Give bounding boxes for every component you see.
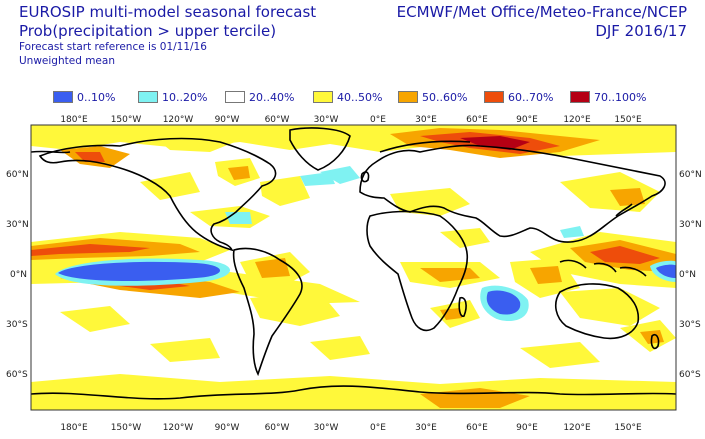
lat-label: 60°S <box>6 370 28 380</box>
centres-text: ECMWF/Met Office/Meteo-France/NCEP <box>396 3 687 21</box>
legend-label: 40..50% <box>337 90 383 104</box>
lon-label: 150°E <box>614 115 642 125</box>
lon-label: 0°E <box>370 423 386 433</box>
title-line-1: EUROSIP multi-model seasonal forecast <box>19 3 317 21</box>
lon-label: 60°E <box>466 423 488 433</box>
legend-label: 70..100% <box>594 90 647 104</box>
lon-label: 180°E <box>60 423 88 433</box>
lat-label: 60°N <box>679 170 702 180</box>
lon-label: 180°E <box>60 115 88 125</box>
probability-shading <box>31 125 676 410</box>
lon-label: 120°E <box>563 423 591 433</box>
precipitation-map: 180°E 150°W 120°W 90°W 60°W 30°W 0°E 30°… <box>6 115 702 433</box>
legend-swatch-60-70 <box>484 91 504 103</box>
legend-item: 60..70% <box>484 89 553 105</box>
legend-label: 20..40% <box>249 90 295 104</box>
lon-label: 60°W <box>265 423 290 433</box>
legend-swatch-20-40 <box>225 91 245 103</box>
lon-label: 90°E <box>516 423 538 433</box>
lon-label: 120°W <box>163 423 194 433</box>
legend-label: 10..20% <box>162 90 208 104</box>
legend-item: 70..100% <box>570 89 646 105</box>
legend-item: 40..50% <box>313 89 382 105</box>
season-text: DJF 2016/17 <box>595 22 687 40</box>
forecast-start-text: Forecast start reference is 01/11/16 <box>19 41 207 53</box>
legend-item: 20..40% <box>225 89 294 105</box>
lat-label: 30°S <box>679 320 701 330</box>
lon-label: 150°W <box>111 115 142 125</box>
legend-item: 0..10% <box>53 89 115 105</box>
lon-label: 120°W <box>163 115 194 125</box>
lat-label: 30°S <box>6 320 28 330</box>
lon-label: 90°W <box>215 115 240 125</box>
legend-swatch-40-50 <box>313 91 333 103</box>
lon-label: 30°W <box>314 115 339 125</box>
lon-label: 120°E <box>563 115 591 125</box>
lat-label: 30°N <box>6 220 29 230</box>
legend-label: 0..10% <box>77 90 116 104</box>
right-lat-labels: 60°N 30°N 0°N 30°S 60°S <box>679 170 702 380</box>
lat-label: 60°S <box>679 370 701 380</box>
legend-swatch-70-100 <box>570 91 590 103</box>
legend-item: 10..20% <box>138 89 207 105</box>
lon-label: 30°E <box>415 115 437 125</box>
legend: 0..10% 10..20% 20..40% 40..50% 50..60% 6… <box>0 89 705 105</box>
bottom-lon-labels: 180°E 150°W 120°W 90°W 60°W 30°W 0°E 30°… <box>60 423 642 433</box>
lon-label: 60°W <box>265 115 290 125</box>
left-lat-labels: 60°N 30°N 0°N 30°S 60°S <box>6 170 29 380</box>
legend-label: 50..60% <box>422 90 468 104</box>
map-border <box>30 124 677 411</box>
lon-label: 60°E <box>466 115 488 125</box>
lon-label: 150°W <box>111 423 142 433</box>
coastlines <box>31 127 676 400</box>
lon-label: 30°E <box>415 423 437 433</box>
weighting-text: Unweighted mean <box>19 55 115 67</box>
lat-label: 0°N <box>679 270 696 280</box>
legend-swatch-0-10 <box>53 91 73 103</box>
lat-label: 60°N <box>6 170 29 180</box>
lat-label: 30°N <box>679 220 702 230</box>
lat-label: 0°N <box>10 270 27 280</box>
legend-swatch-50-60 <box>398 91 418 103</box>
lon-label: 30°W <box>314 423 339 433</box>
title-line-2: Prob(precipitation > upper tercile) <box>19 22 277 40</box>
legend-label: 60..70% <box>508 90 554 104</box>
lon-label: 150°E <box>614 423 642 433</box>
legend-item: 50..60% <box>398 89 467 105</box>
legend-swatch-10-20 <box>138 91 158 103</box>
lon-label: 90°E <box>516 115 538 125</box>
lon-label: 90°W <box>215 423 240 433</box>
top-lon-labels: 180°E 150°W 120°W 90°W 60°W 30°W 0°E 30°… <box>60 115 642 125</box>
lon-label: 0°E <box>370 115 386 125</box>
